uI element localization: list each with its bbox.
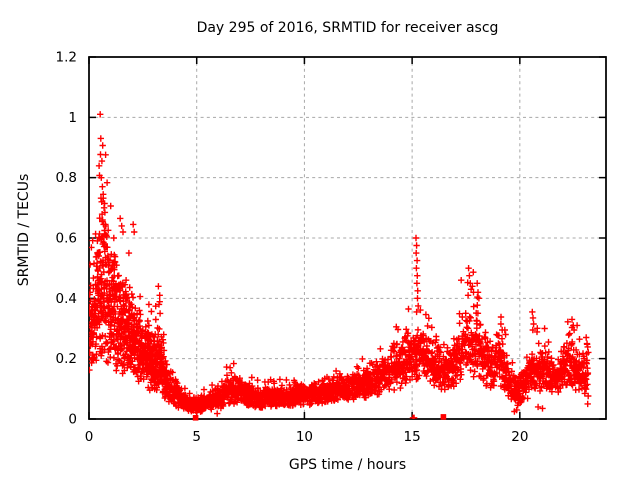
y-tick-label: 0.4 bbox=[56, 291, 77, 307]
y-tick-label: 1.2 bbox=[56, 50, 77, 66]
y-tick-label: 0.8 bbox=[56, 170, 77, 186]
scatter-points bbox=[89, 111, 592, 419]
x-tick-label: 5 bbox=[192, 429, 201, 445]
y-tick-label: 1 bbox=[68, 110, 77, 126]
x-tick-label: 10 bbox=[296, 429, 313, 445]
y-tick-label: 0 bbox=[68, 412, 77, 428]
y-tick-label: 0.2 bbox=[56, 351, 77, 367]
x-axis-label: GPS time / hours bbox=[288, 457, 407, 473]
flag-square-marker bbox=[192, 415, 199, 421]
x-tick-label: 0 bbox=[85, 429, 94, 445]
x-tick-label: 20 bbox=[511, 429, 528, 445]
chart-title: Day 295 of 2016, SRMTID for receiver asc… bbox=[196, 20, 499, 36]
grid-lines bbox=[89, 57, 606, 419]
y-tick-label: 0.6 bbox=[56, 231, 77, 247]
x-tick-label: 15 bbox=[404, 429, 421, 445]
flag-square-marker bbox=[440, 414, 447, 420]
